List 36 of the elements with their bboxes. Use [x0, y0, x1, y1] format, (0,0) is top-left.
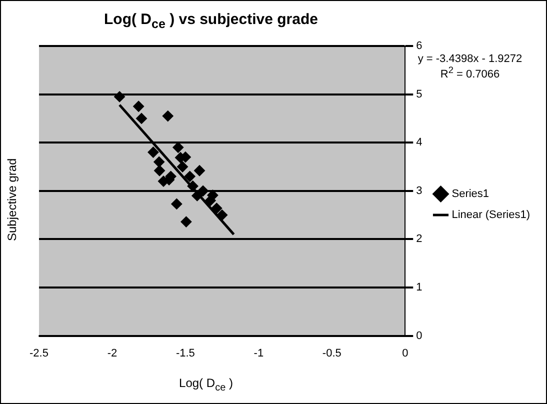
point [148, 146, 159, 158]
point [136, 112, 148, 124]
point [216, 210, 228, 221]
point [198, 185, 209, 196]
y-tick-label: 0 [416, 330, 422, 342]
point [177, 161, 188, 172]
y-axis-title: Subjective grad [5, 158, 19, 241]
x-tick-label: -2.5 [30, 347, 48, 360]
point [194, 165, 206, 176]
point [171, 198, 182, 210]
y-tick-label: 1 [416, 282, 422, 294]
y-tick-label: 3 [416, 184, 422, 197]
chart-title: Log( D$_{ce}$ ) vs subjective grade [103, 11, 319, 31]
point [162, 110, 174, 122]
point [211, 202, 222, 214]
y-tick-label: 6 [416, 40, 422, 52]
x-tick-label: -2 [107, 347, 118, 360]
point [154, 165, 166, 176]
point [154, 156, 165, 168]
point [133, 100, 144, 112]
point [114, 91, 126, 102]
point [180, 216, 192, 228]
text: y = -3.4398x - 1.9272 [416, 53, 524, 65]
x-axis-title: Log( D$_{ce}$ ) [178, 376, 234, 393]
x-tick-label: -0.5 [322, 347, 342, 360]
point [204, 195, 216, 206]
y-tick-label: 4 [416, 136, 422, 149]
x-tick-label: -1 [254, 347, 264, 360]
y-tick-label: 2 [416, 233, 422, 246]
legend-label: Series1 [452, 188, 490, 200]
text: R$^{2}$ = 0.7066 [439, 65, 501, 81]
point [184, 170, 196, 182]
x-tick-label: -1.5 [176, 347, 195, 360]
legend-label: Linear (Series1) [452, 209, 530, 222]
x-tick-label: 0 [402, 347, 408, 360]
y-tick-label: 5 [416, 88, 422, 100]
